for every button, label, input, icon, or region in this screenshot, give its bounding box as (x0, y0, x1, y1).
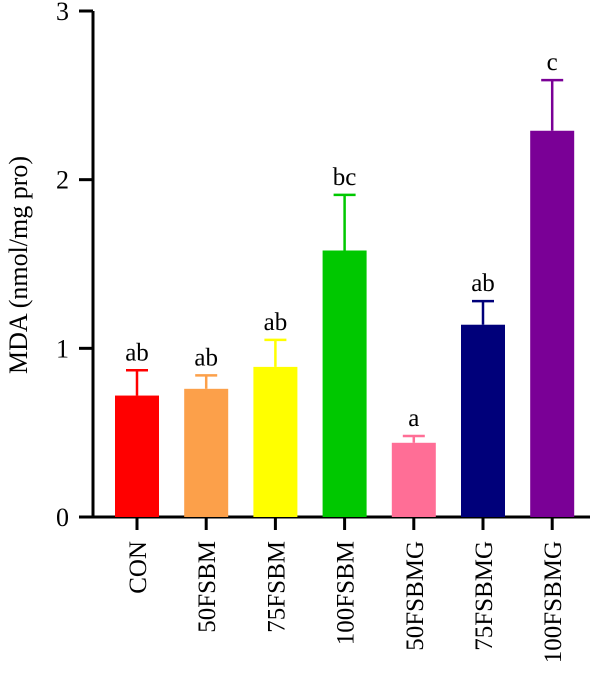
bar (530, 130, 575, 517)
significance-label: c (547, 49, 558, 76)
y-tick-label: 3 (56, 0, 69, 26)
y-tick-label: 0 (56, 503, 69, 532)
bar (461, 324, 505, 517)
x-tick-label: 50FSBMG (402, 541, 429, 651)
bar (253, 366, 298, 517)
y-tick-label: 2 (56, 166, 69, 195)
x-tick-label: 100FSBM (333, 541, 360, 645)
bar (391, 442, 436, 517)
significance-label: a (408, 405, 419, 432)
y-axis-title: MDA (nmol/mg pro) (4, 156, 33, 374)
labels-group: ab CON ab 50FSBM ab 75FSBM bc 100FSBM a 50FSBMG ab… (125, 49, 567, 663)
bar (322, 250, 367, 518)
bar (184, 388, 229, 517)
significance-label: bc (333, 164, 357, 191)
x-tick-label: 75FSBMG (471, 541, 498, 651)
y-tick-label: 1 (56, 334, 69, 363)
x-tick-label: 75FSBM (263, 541, 290, 633)
x-tick-label: 100FSBMG (540, 541, 567, 663)
significance-label: ab (194, 344, 218, 371)
significance-label: ab (125, 339, 149, 366)
x-tick-label: CON (125, 541, 152, 594)
bars-group (115, 78, 575, 518)
significance-label: ab (264, 309, 288, 336)
significance-label: ab (471, 270, 495, 297)
axes: 0 1 2 3 (56, 0, 590, 532)
bar (115, 395, 159, 517)
x-tick-label: 50FSBM (194, 541, 221, 633)
